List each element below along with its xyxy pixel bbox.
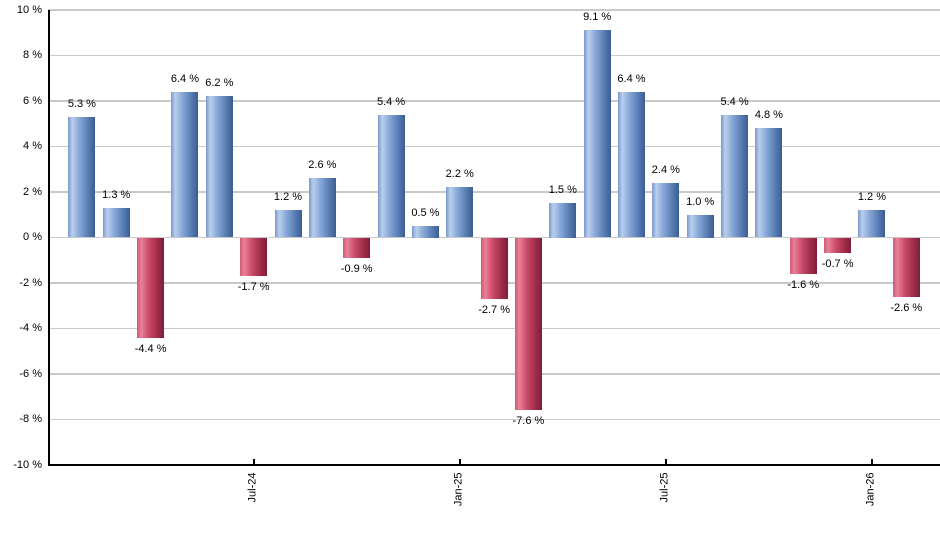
x-axis-tick-label: Jul-25 — [658, 472, 671, 503]
bar-value-label: 5.4 % — [376, 95, 406, 108]
bar-value-label: 5.4 % — [720, 95, 749, 108]
bar-positive[interactable] — [686, 214, 714, 238]
bar-positive[interactable] — [377, 114, 405, 238]
y-axis-tick-label: 4 % — [23, 140, 42, 152]
bar-value-label: -2.7 % — [478, 303, 510, 316]
x-axis-tick-mark — [664, 459, 667, 465]
bar-negative[interactable] — [824, 237, 852, 254]
y-axis-tick-label: 10 % — [16, 3, 42, 16]
bar-negative[interactable] — [137, 237, 165, 338]
bar-value-label: 1.2 % — [857, 191, 886, 204]
bar-value-label: 1.3 % — [102, 188, 131, 201]
bar-value-label: 2.2 % — [445, 168, 474, 181]
bar-value-label: -1.7 % — [237, 281, 270, 294]
bar-negative[interactable] — [480, 237, 508, 299]
bar-positive[interactable] — [411, 226, 439, 238]
y-axis-tick-label: 0 % — [23, 231, 42, 243]
bar-value-label: -1.6 % — [787, 278, 820, 291]
bar-positive[interactable] — [205, 96, 233, 238]
bar-value-label: 1.2 % — [273, 191, 303, 204]
bar-positive[interactable] — [68, 116, 96, 238]
bar-value-label: -0.7 % — [821, 258, 854, 271]
gridline — [47, 54, 940, 57]
gridline — [47, 418, 940, 421]
bar-value-label: 6.2 % — [205, 77, 234, 90]
y-axis-line — [47, 10, 50, 466]
bar-value-label: 4.8 % — [754, 109, 783, 122]
bar-negative[interactable] — [892, 237, 920, 297]
bar-value-label: -2.6 % — [890, 301, 923, 314]
x-axis-tick-label: Jan-26 — [864, 472, 877, 507]
x-axis-tick-mark — [458, 459, 461, 465]
bar-positive[interactable] — [755, 128, 783, 238]
bar-positive[interactable] — [858, 210, 886, 238]
bar-value-label: 6.4 % — [170, 72, 199, 85]
bar-value-label: 6.4 % — [617, 72, 646, 85]
bar-positive[interactable] — [446, 187, 474, 238]
bar-positive[interactable] — [721, 114, 749, 238]
bar-negative[interactable] — [789, 237, 817, 274]
gridline — [47, 9, 940, 11]
gridline — [47, 191, 940, 193]
bar-positive[interactable] — [652, 182, 680, 238]
bar-positive[interactable] — [171, 91, 199, 238]
y-axis-tick-label: -10 % — [13, 458, 42, 471]
bar-value-label: 2.4 % — [651, 163, 680, 176]
y-axis-tick-label: -6 % — [19, 367, 42, 380]
bar-positive[interactable] — [102, 207, 130, 238]
y-axis-tick-label: -2 % — [19, 276, 42, 289]
bar-positive[interactable] — [583, 30, 611, 238]
y-axis-tick-label: -4 % — [19, 322, 42, 334]
x-axis-tick-label: Jan-25 — [452, 472, 465, 507]
x-axis-tick-mark — [870, 459, 873, 465]
y-axis-tick-label: 2 % — [23, 185, 42, 198]
bar-positive[interactable] — [618, 91, 645, 238]
bar-negative[interactable] — [343, 237, 371, 258]
bar-value-label: 2.6 % — [308, 159, 337, 172]
bar-value-label: 9.1 % — [583, 11, 612, 24]
x-axis-tick-label: Jul-24 — [246, 472, 259, 503]
bar-value-label: -4.4 % — [134, 342, 167, 355]
gridline — [47, 373, 940, 375]
bar-negative[interactable] — [514, 237, 542, 411]
gridline — [47, 327, 940, 330]
gridline — [47, 100, 940, 102]
x-axis-line — [47, 464, 940, 466]
gridline — [47, 145, 940, 148]
bar-negative[interactable] — [240, 237, 268, 277]
bar-positive[interactable] — [274, 210, 302, 238]
y-axis-tick-label: 8 % — [23, 49, 42, 61]
bar-value-label: -7.6 % — [512, 415, 545, 428]
bar-value-label: 5.3 % — [67, 97, 96, 110]
y-axis-tick-label: 6 % — [23, 94, 42, 107]
bar-value-label: 1.0 % — [686, 195, 715, 208]
y-axis-tick-label: -8 % — [19, 413, 42, 425]
bar-positive[interactable] — [549, 203, 577, 238]
bar-value-label: -0.9 % — [340, 262, 373, 275]
x-axis-tick-mark — [252, 459, 255, 465]
bar-positive[interactable] — [308, 178, 336, 238]
bar-value-label: 1.5 % — [548, 184, 577, 197]
bar-value-label: 0.5 % — [411, 207, 440, 220]
